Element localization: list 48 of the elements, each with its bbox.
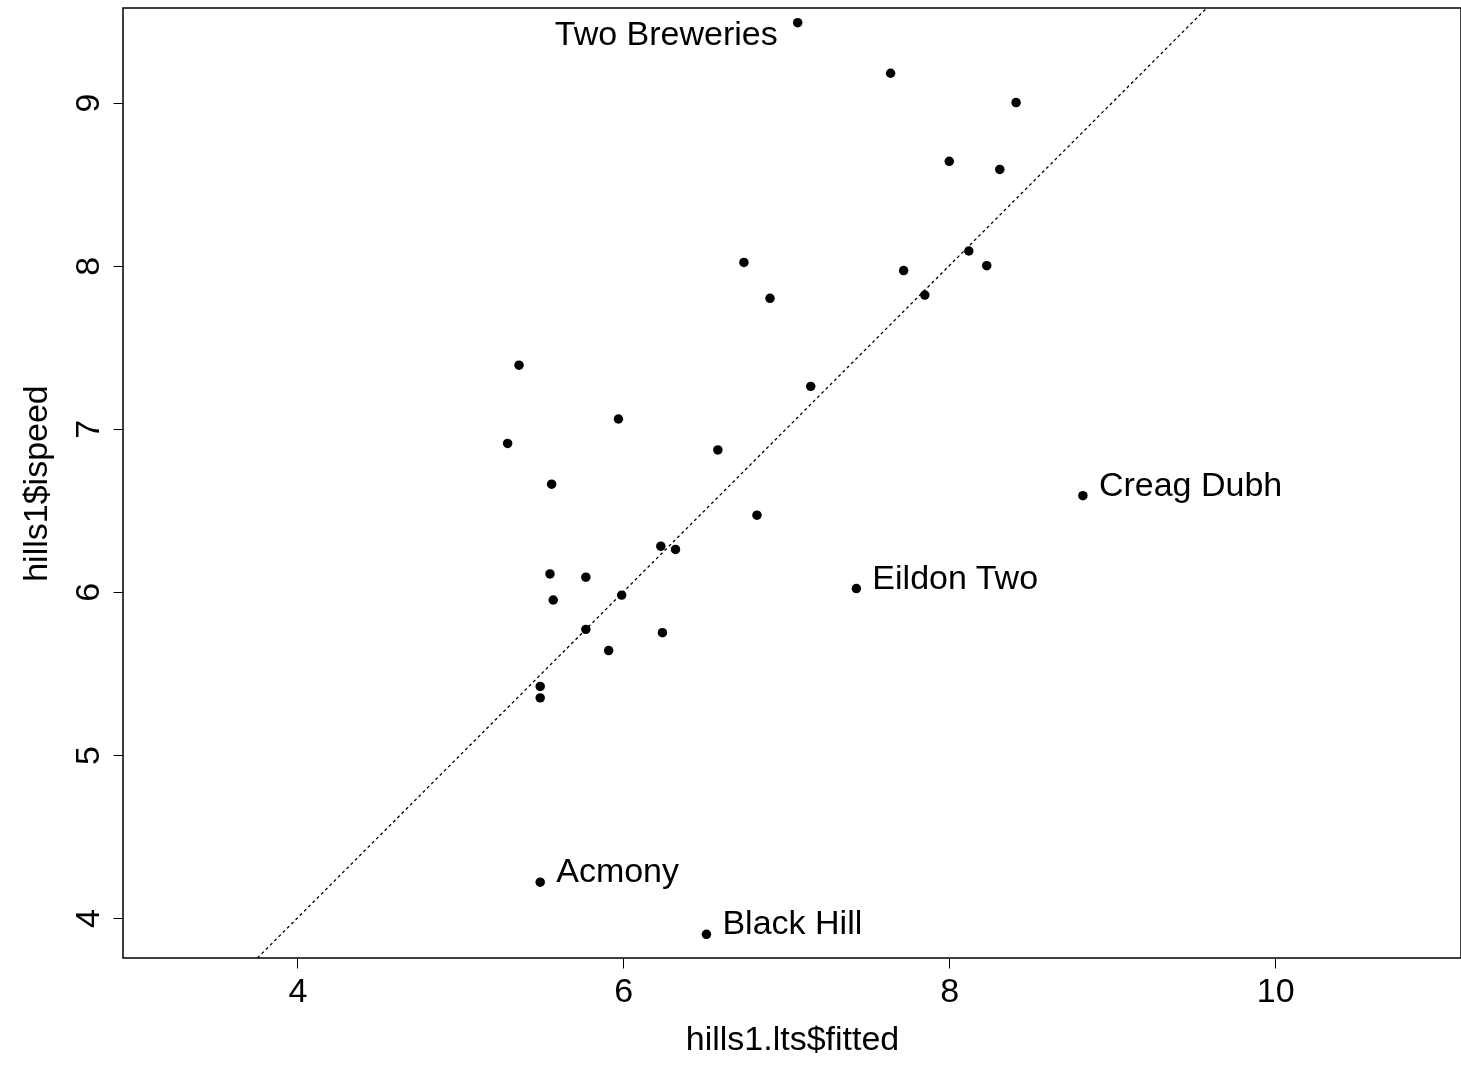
point [982,260,992,271]
x-tick-label: 6 [614,970,634,1009]
point [898,265,909,276]
point [1011,97,1021,108]
y-tick-label: 6 [67,582,106,602]
y-tick-label: 5 [67,745,106,765]
point [806,381,816,392]
point [713,445,723,455]
point [885,68,896,78]
point [701,929,712,940]
point [765,293,775,304]
point [535,693,545,703]
annotation: Eildon Two [872,557,1039,596]
y-axis-title: hills1$ispeed [15,385,54,582]
point [535,681,545,692]
point [548,595,558,605]
point [657,627,668,638]
point [514,360,524,370]
point [613,414,624,424]
point [944,156,955,167]
point [792,17,803,28]
x-tick-label: 10 [1256,970,1295,1009]
y-tick-label: 4 [67,909,106,928]
point [851,583,862,594]
point [752,510,762,520]
point [656,541,666,551]
annotation: Black Hill [722,903,863,942]
point [739,257,749,268]
point [545,569,555,579]
x-tick-label: 8 [940,970,960,1009]
y-tick-label: 8 [67,256,106,276]
annotation: Two Breweries [554,13,778,52]
point [1078,490,1088,501]
point [535,877,545,887]
point [581,572,591,582]
x-tick-label: 4 [288,970,308,1009]
y-tick-label: 9 [67,93,106,113]
point [964,246,974,256]
annotation: Creag Dubh [1098,464,1283,503]
point [546,479,557,489]
x-axis-title: hills1.lts$fitted [685,1018,900,1057]
annotation: Acmony [556,851,680,890]
point [920,290,930,300]
point [502,438,513,449]
y-tick-label: 7 [67,419,106,439]
point [603,645,614,656]
point [995,164,1005,175]
point [670,544,681,555]
